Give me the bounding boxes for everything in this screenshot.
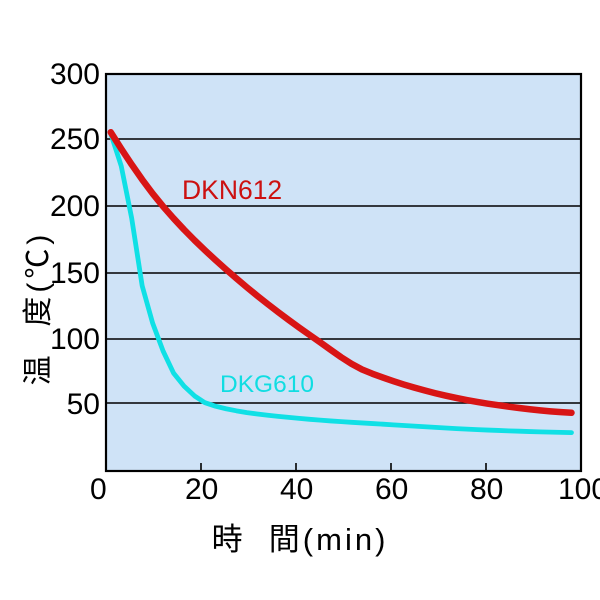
- svg-text:DKN612: DKN612: [182, 175, 282, 205]
- svg-text:DKG610: DKG610: [220, 371, 314, 398]
